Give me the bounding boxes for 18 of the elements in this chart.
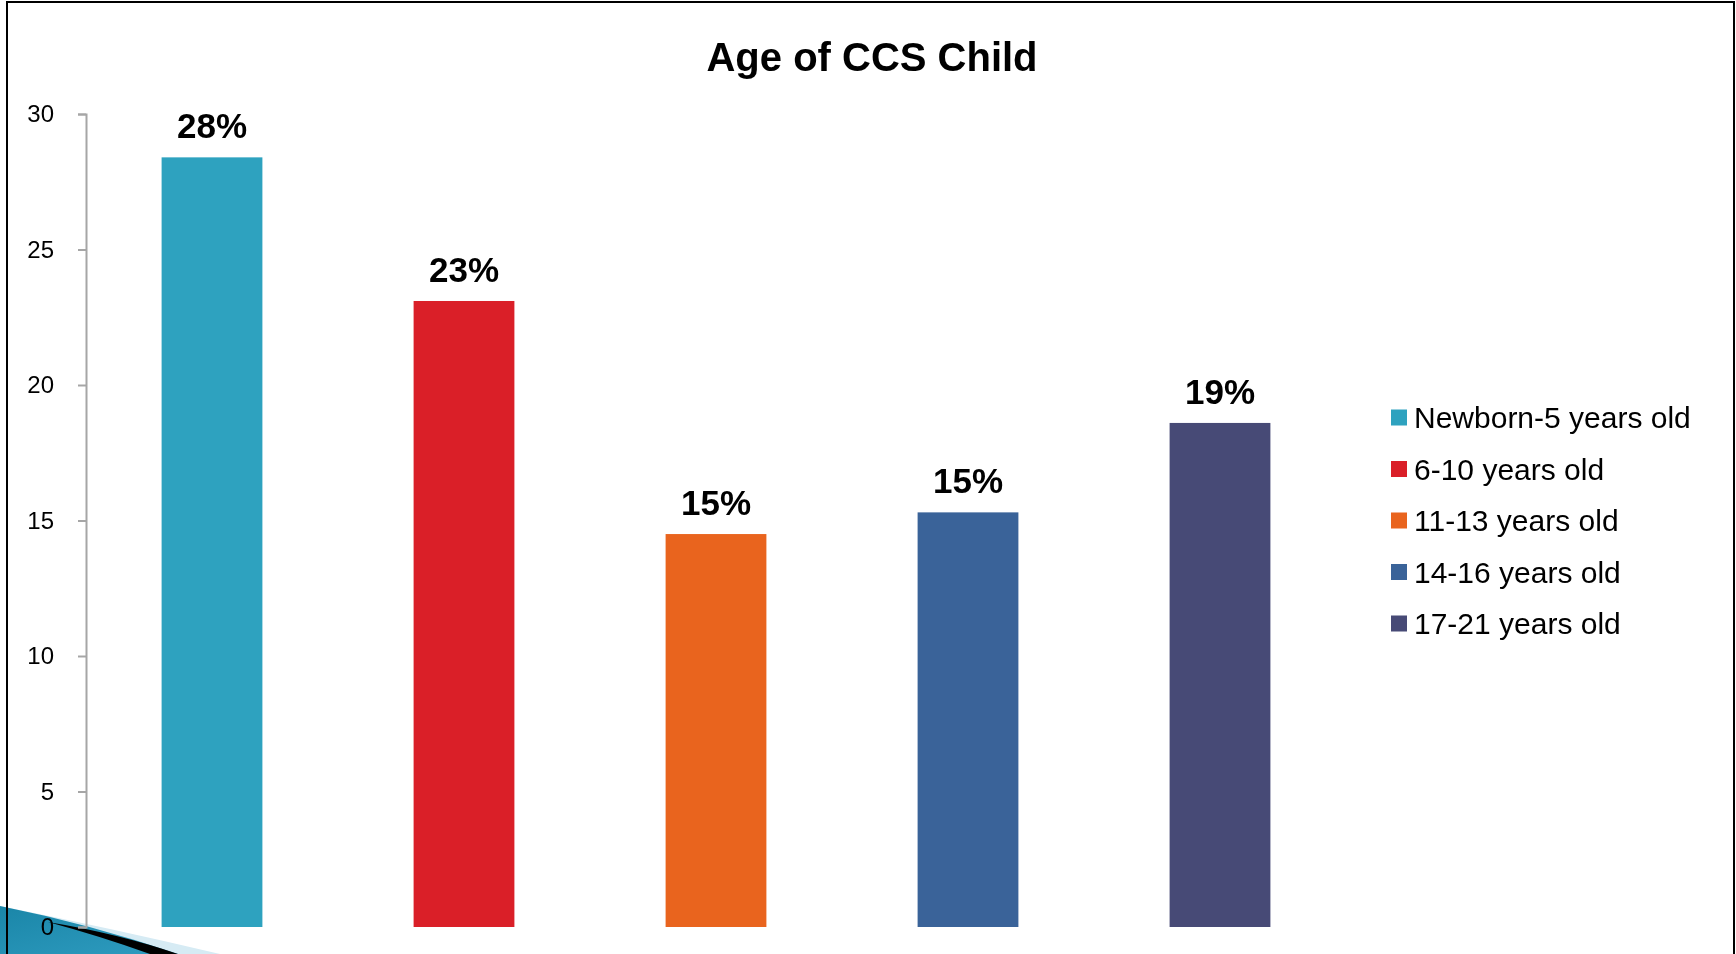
y-tick-label: 25 bbox=[27, 235, 54, 263]
data-label: 19% bbox=[1184, 371, 1256, 411]
legend-label: 17-21 years old bbox=[1414, 607, 1621, 640]
legend-label: 14-16 years old bbox=[1414, 555, 1621, 589]
data-label: 28% bbox=[176, 106, 248, 146]
y-tick-label: 30 bbox=[27, 100, 54, 128]
chart-title: Age of CCS Child bbox=[706, 35, 1038, 79]
y-tick-label: 20 bbox=[27, 371, 54, 399]
data-label: 23% bbox=[428, 249, 500, 289]
legend-label: 11-13 years old bbox=[1414, 504, 1619, 537]
y-tick-label: 0 bbox=[40, 913, 54, 941]
legend-label: Newborn-5 years old bbox=[1414, 401, 1691, 434]
legend-label: 6-10 years old bbox=[1414, 452, 1605, 486]
y-tick-label: 15 bbox=[27, 506, 54, 534]
y-tick-label: 5 bbox=[40, 777, 54, 805]
data-label: 15% bbox=[680, 483, 752, 523]
y-tick-label: 10 bbox=[27, 642, 54, 670]
data-label: 15% bbox=[932, 461, 1004, 501]
